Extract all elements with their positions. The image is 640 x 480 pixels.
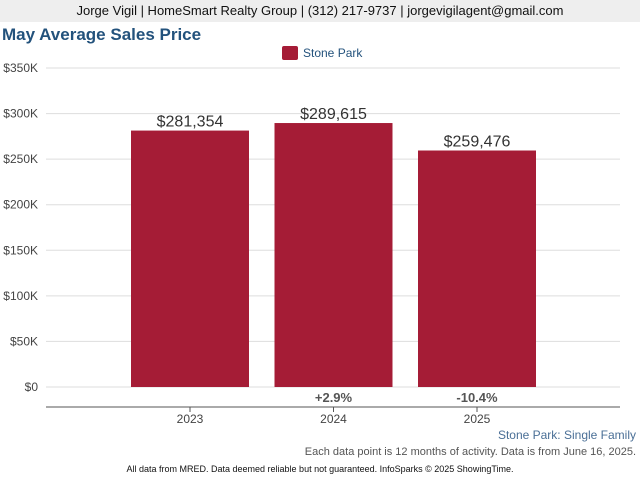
x-tick-label: 2023 (177, 412, 204, 426)
bar (418, 150, 536, 387)
chart-legend[interactable]: Stone Park (282, 45, 362, 61)
data-note: Each data point is 12 months of activity… (304, 446, 636, 458)
change-label: -10.4% (456, 390, 498, 405)
y-tick-label: $150K (3, 243, 38, 257)
y-tick-label: $350K (3, 61, 38, 75)
y-tick-label: $250K (3, 152, 38, 166)
legend-label: Stone Park (303, 46, 363, 60)
bar-value-label: $289,615 (300, 106, 367, 123)
y-tick-label: $200K (3, 198, 38, 212)
chart-subtitle: Stone Park: Single Family (497, 428, 636, 442)
contact-header: Jorge Vigil | HomeSmart Realty Group | (… (0, 0, 640, 22)
footer-disclaimer: All data from MRED. Data deemed reliable… (126, 464, 514, 474)
bar-value-label: $281,354 (157, 114, 224, 131)
chart-title: May Average Sales Price (2, 25, 202, 44)
bar (131, 130, 249, 388)
x-tick-label: 2025 (464, 412, 491, 426)
bar (274, 123, 393, 387)
y-tick-label: $300K (3, 107, 38, 121)
y-tick-label: $50K (10, 334, 38, 348)
y-tick-label: $0 (25, 380, 39, 394)
y-tick-label: $100K (3, 289, 38, 303)
change-label: +2.9% (315, 390, 353, 405)
legend-swatch (282, 46, 298, 60)
x-tick-label: 2024 (320, 412, 347, 426)
bar-value-label: $259,476 (444, 134, 511, 151)
